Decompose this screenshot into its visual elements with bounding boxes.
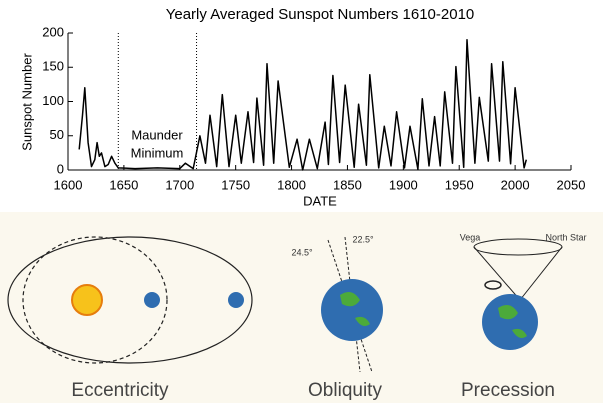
y-axis-label: Sunspot Number [19, 53, 34, 151]
diagram-label: Precession [461, 380, 555, 401]
y-tick-label: 50 [50, 127, 64, 142]
diagram-label: Obliquity [308, 380, 382, 401]
obliquity-diagram [321, 236, 383, 373]
x-tick-label: 1850 [333, 177, 362, 192]
x-tick-label: 2000 [501, 177, 530, 192]
x-tick-label: 2050 [557, 177, 586, 192]
data-line [78, 39, 528, 171]
x-tick-label: 1900 [389, 177, 418, 192]
y-tick-label: 200 [42, 24, 64, 39]
y-tick-label: 150 [42, 59, 64, 74]
x-tick-label: 1950 [445, 177, 474, 192]
x-axis-label: DATE [303, 193, 337, 208]
star-label: North Star [545, 232, 586, 242]
x-tick-label: 1700 [165, 177, 194, 192]
y-tick-label: 100 [42, 93, 64, 108]
annotation: Minimum [131, 145, 184, 160]
star-label: Vega [460, 232, 481, 242]
eccentricity-diagram [7, 236, 253, 364]
x-tick-label: 1600 [54, 177, 83, 192]
chart-title: Yearly Averaged Sunspot Numbers 1610-201… [166, 6, 475, 23]
x-tick-label: 1750 [221, 177, 250, 192]
angle-label: 24.5° [291, 247, 313, 257]
annotation: Maunder [131, 127, 183, 142]
diagram-label: Eccentricity [71, 380, 169, 401]
x-tick-label: 1650 [109, 177, 138, 192]
x-tick-label: 1800 [277, 177, 306, 192]
y-tick-label: 0 [57, 161, 64, 176]
precession-diagram [473, 238, 563, 350]
angle-label: 22.5° [352, 234, 374, 244]
